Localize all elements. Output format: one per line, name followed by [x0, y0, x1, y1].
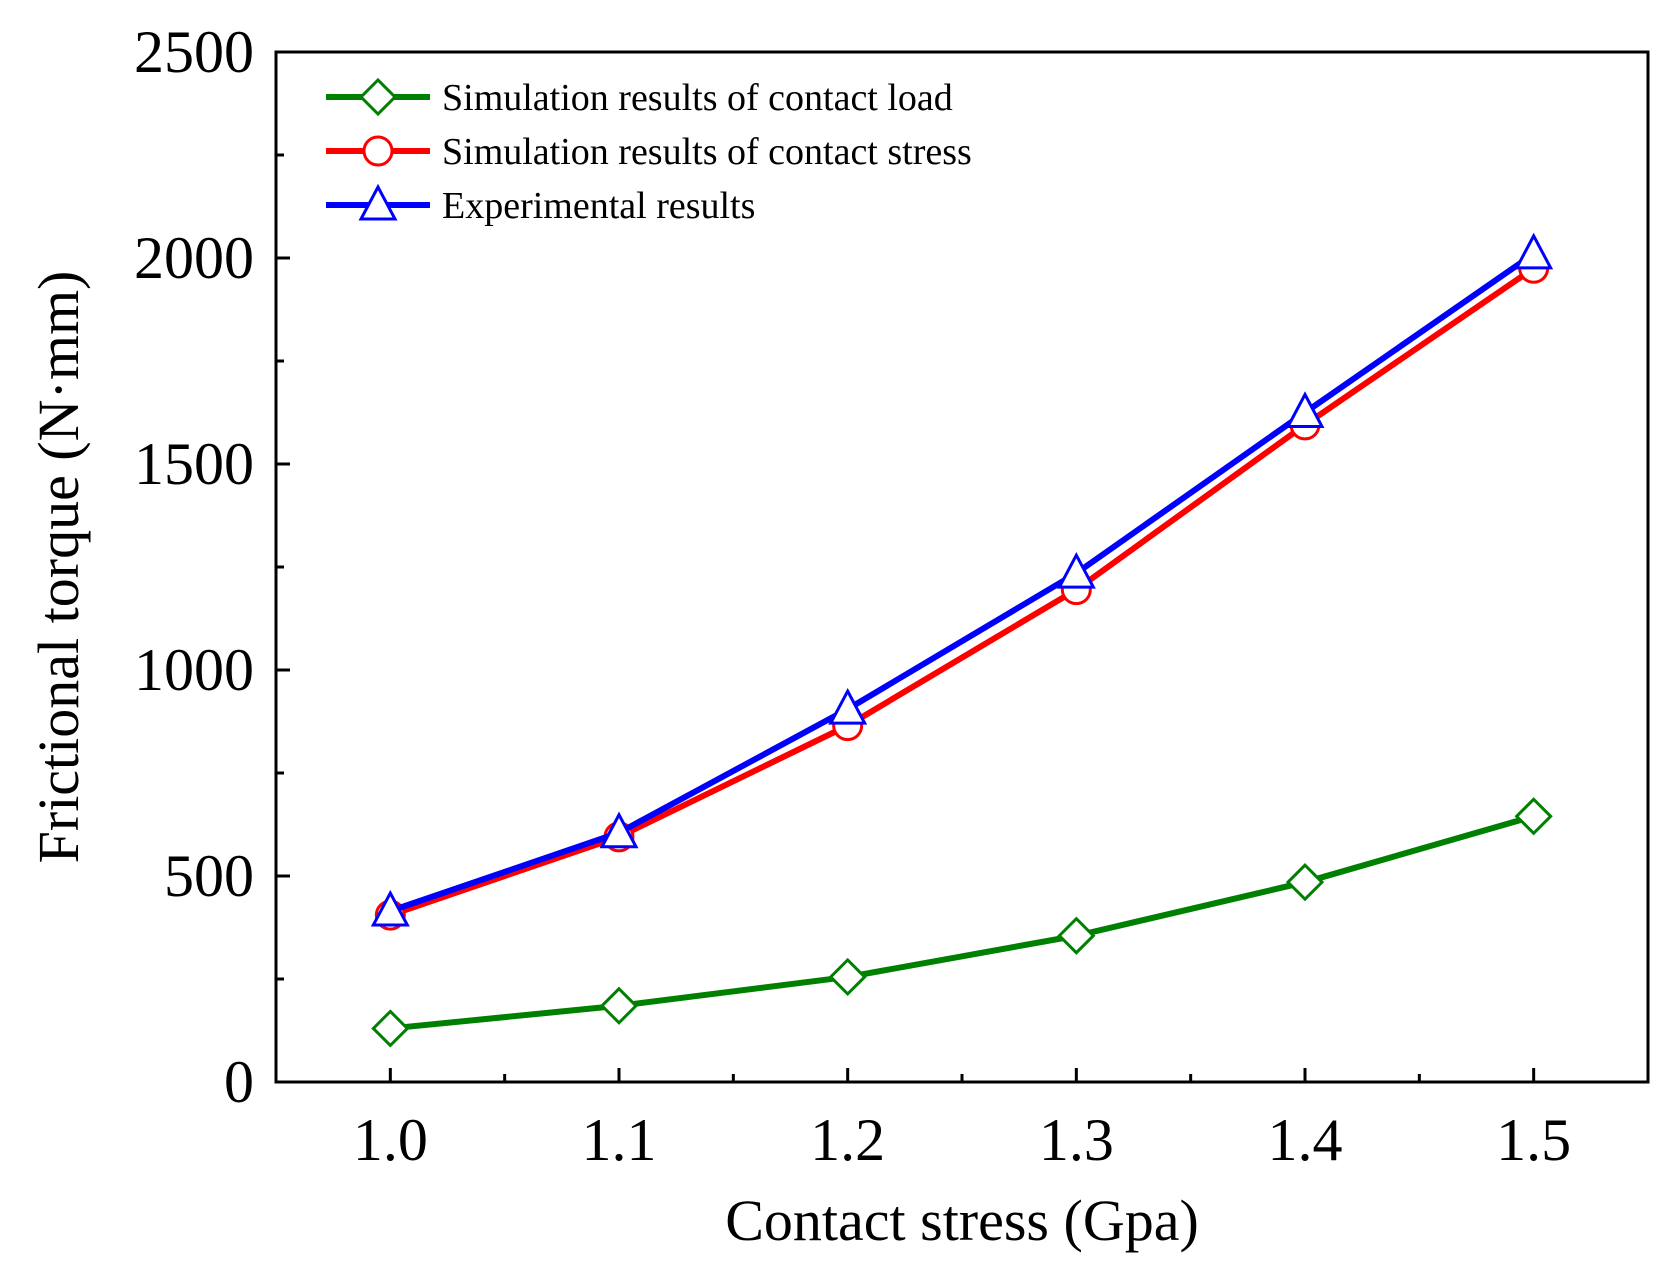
y-tick-label: 0 [224, 1049, 254, 1115]
data-point [1285, 391, 1325, 428]
legend-marker [358, 77, 398, 117]
data-point [1057, 916, 1096, 955]
y-tick-label: 2500 [134, 19, 254, 85]
data-point [599, 986, 639, 1025]
x-tick-label: 1.4 [1268, 1107, 1343, 1173]
y-tick-label: 1000 [134, 637, 254, 703]
x-tick-label: 1.5 [1496, 1107, 1571, 1173]
data-point [1514, 232, 1554, 270]
data-point [828, 957, 867, 997]
x-tick-label: 1.1 [582, 1107, 657, 1173]
legend: Simulation results of contact load Simula… [326, 77, 972, 227]
legend-entry-3: Experimental results [326, 183, 755, 227]
series-3 [370, 232, 1554, 927]
data-point [1285, 863, 1325, 902]
x-tick-label: 1.3 [1039, 1107, 1114, 1173]
x-tick-label: 1.0 [353, 1107, 428, 1173]
legend-label: Simulation results of contact stress [442, 131, 972, 173]
legend-entry-1: Simulation results of contact load [326, 77, 953, 119]
series-line [389, 265, 1536, 918]
data-point [1514, 797, 1553, 836]
data-point [828, 687, 868, 725]
legend-label: Simulation results of contact load [442, 77, 953, 119]
data-point [371, 1009, 410, 1048]
legend-marker [358, 183, 398, 221]
data-point [370, 889, 410, 927]
x-axis-title: Contact stress (Gpa) [725, 1188, 1199, 1253]
series-line [390, 813, 1535, 1032]
y-tick-label: 500 [164, 843, 254, 909]
axis-ticks: 1.0 1.1 1.2 1.3 1.4 1.5 0 500 1000 1500 2000 2500 [134, 19, 1571, 1173]
series-1 [371, 797, 1553, 1048]
data-point [599, 811, 639, 849]
y-tick-label: 2000 [134, 225, 254, 291]
legend-label: Experimental results [442, 185, 755, 227]
series-layer [370, 232, 1554, 1048]
plot-frame [274, 50, 1650, 1084]
x-tick-label: 1.2 [810, 1107, 885, 1173]
y-axis-title: Frictional torque (N·mm) [26, 271, 91, 864]
data-point [1056, 551, 1096, 589]
legend-marker [362, 135, 394, 167]
legend-entry-2: Simulation results of contact stress [326, 131, 972, 173]
y-tick-label: 1500 [134, 431, 254, 497]
series-line [389, 251, 1536, 914]
